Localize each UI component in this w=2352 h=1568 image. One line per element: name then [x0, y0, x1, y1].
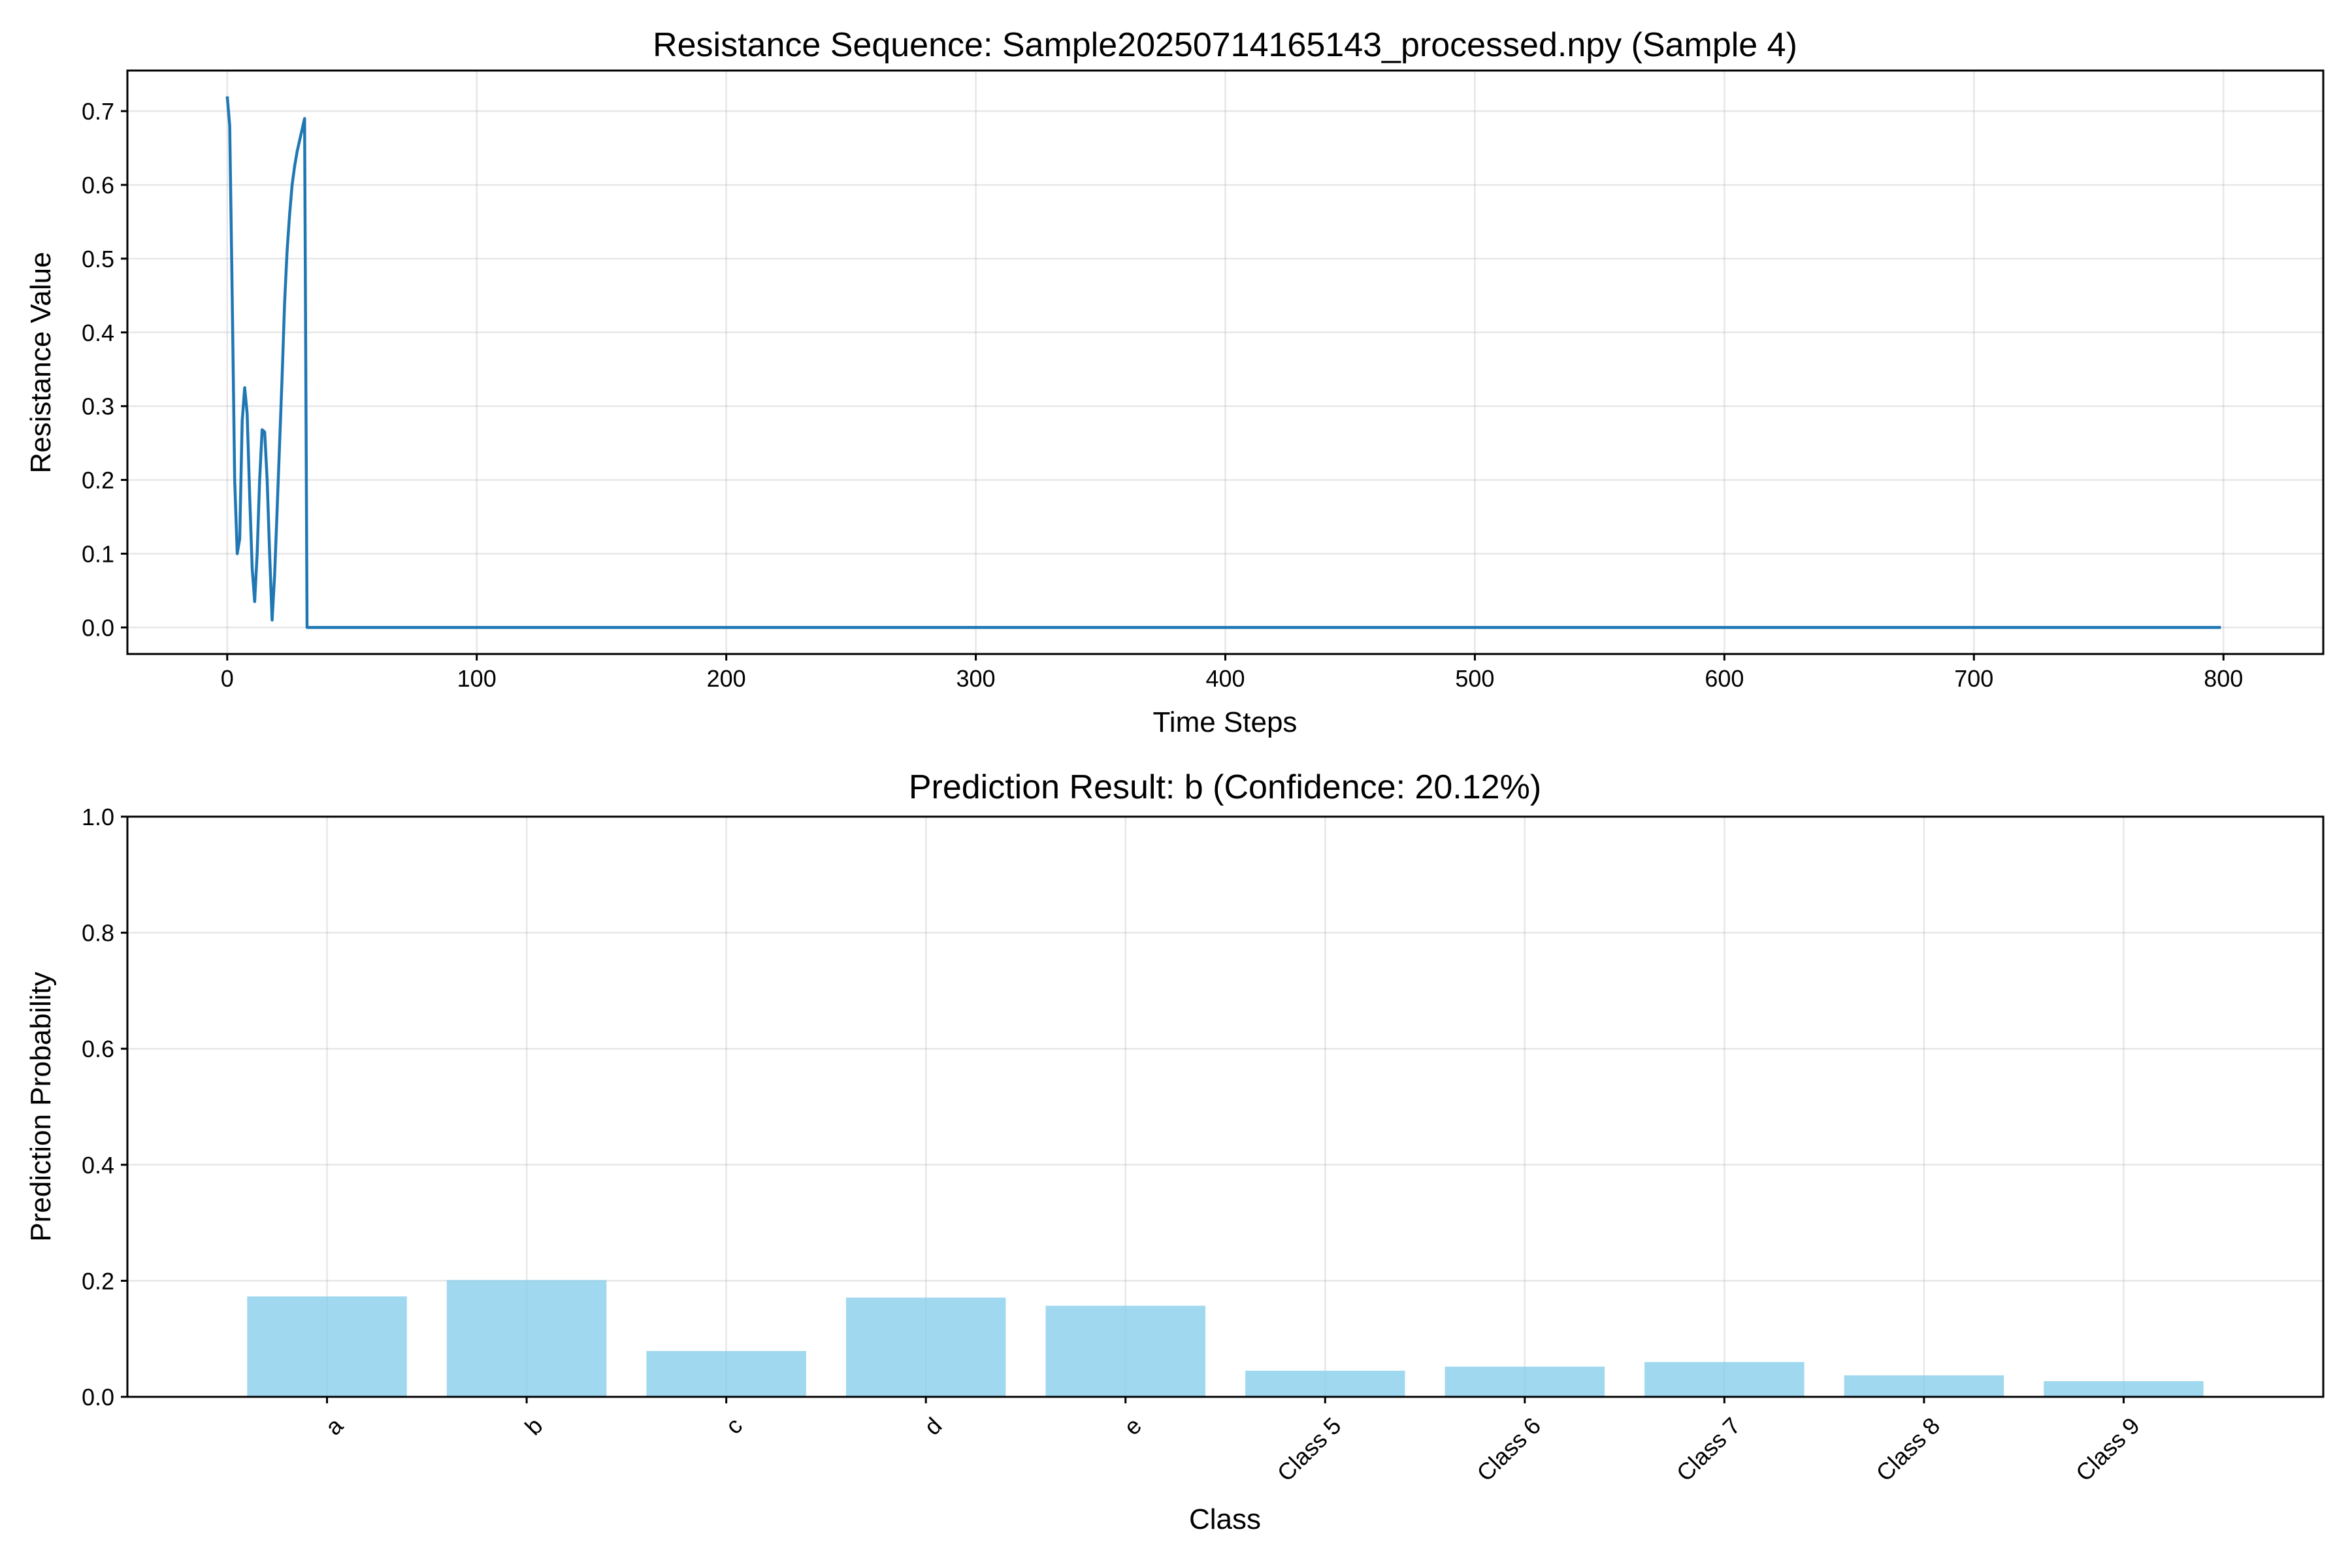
- resistance-line-chart: 0 100 200 300 400 500 600 700 800 0.00.10.20.30.…: [25, 26, 2325, 738]
- top-chart-title: Resistance Sequence: Sample2025071416514…: [653, 26, 1797, 64]
- top-x-tick-label: 200: [707, 665, 746, 692]
- prediction-bar-chart: a b c d e Class 5 Class 6 Class 7 Class 8 Class 9…: [25, 768, 2325, 1535]
- bottom-x-tick-label: Class 5: [1272, 1412, 1347, 1486]
- bottom-y-tick-label: 0.2: [82, 1267, 114, 1294]
- probability-bar: [646, 1350, 806, 1397]
- bottom-y-tick-label: 0.6: [82, 1036, 114, 1062]
- bottom-y-axis-label: Prediction Probability: [25, 972, 57, 1241]
- top-x-tick-label: 700: [1954, 665, 1993, 692]
- bottom-chart-title: Prediction Result: b (Confidence: 20.12%…: [909, 768, 1541, 806]
- probability-bar: [1045, 1305, 1205, 1397]
- top-y-tick-label: 0.3: [82, 393, 114, 420]
- top-y-tick-label: 0.4: [82, 319, 114, 346]
- bottom-x-tick-label: c: [720, 1412, 747, 1439]
- top-y-axis-label: Resistance Value: [25, 252, 57, 473]
- bottom-y-tick-label: 0.8: [82, 920, 114, 947]
- probability-bar: [2044, 1381, 2204, 1397]
- top-y-tick-label: 0.5: [82, 246, 114, 272]
- bottom-x-tick-label: d: [919, 1412, 947, 1440]
- probability-bar: [845, 1298, 1006, 1397]
- top-y-tick-label: 0.0: [82, 614, 114, 641]
- probability-bar: [1844, 1375, 2004, 1397]
- top-x-axis-label: Time Steps: [1153, 706, 1298, 738]
- bottom-x-tick-label: b: [519, 1412, 547, 1440]
- bottom-x-tick-label: Class 8: [1870, 1412, 1945, 1486]
- bottom-x-tick-label: Class 9: [2070, 1412, 2145, 1486]
- top-y-ticks: 0.0 0.1 0.2 0.3 0.4 0.5 0.6 0.7: [82, 98, 127, 641]
- top-x-tick-label: 800: [2204, 665, 2243, 692]
- top-y-tick-label: 0.1: [82, 540, 114, 567]
- bottom-y-tick-label: 1.0: [82, 804, 114, 830]
- bottom-x-axis-label: Class: [1189, 1503, 1261, 1535]
- bottom-x-tick-label: Class 6: [1471, 1412, 1546, 1486]
- bottom-x-tick-label: e: [1119, 1412, 1147, 1440]
- bottom-bars: [247, 1280, 2204, 1397]
- probability-bar: [446, 1280, 607, 1397]
- top-x-ticks: 0 100 200 300 400 500 600 700 800: [221, 654, 2243, 692]
- top-x-tick-label: 0: [221, 665, 234, 692]
- probability-bar: [247, 1296, 407, 1397]
- top-y-tick-label: 0.7: [82, 98, 114, 125]
- probability-bar: [1245, 1371, 1405, 1397]
- top-x-tick-label: 400: [1205, 665, 1245, 692]
- bottom-x-tick-label: a: [320, 1412, 349, 1441]
- probability-bar: [1445, 1366, 1605, 1397]
- probability-bar: [1644, 1362, 1805, 1397]
- bottom-x-ticks: a b c d e Class 5 Class 6 Class 7 Class 8 Class 9: [320, 1397, 2145, 1486]
- bottom-y-tick-label: 0.0: [82, 1384, 114, 1411]
- bottom-plot-frame: [126, 815, 2325, 1398]
- bottom-x-tick-label: Class 7: [1671, 1412, 1746, 1486]
- top-grid: [127, 71, 2323, 654]
- top-x-tick-label: 500: [1455, 665, 1494, 692]
- resistance-series-line: [225, 96, 2221, 629]
- top-y-tick-label: 0.6: [82, 172, 114, 199]
- top-y-tick-label: 0.2: [82, 467, 114, 494]
- top-x-tick-label: 300: [956, 665, 996, 692]
- top-x-tick-label: 100: [457, 665, 497, 692]
- bottom-y-ticks: 0.0 0.2 0.4 0.6 0.8 1.0: [82, 804, 127, 1411]
- bottom-y-tick-label: 0.4: [82, 1152, 114, 1179]
- top-x-tick-label: 600: [1705, 665, 1744, 692]
